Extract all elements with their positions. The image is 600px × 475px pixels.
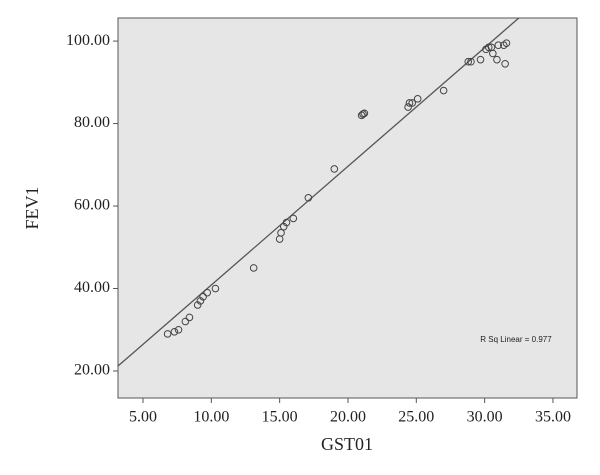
point: [185, 313, 194, 322]
annotation: R Sq Linear = 0.977: [480, 335, 552, 344]
point: [502, 39, 511, 47]
point: [330, 165, 339, 173]
y-tick-label: 40.00: [74, 279, 110, 296]
x-axis-title: GST01: [321, 434, 373, 454]
y-tick-label: 60.00: [74, 197, 110, 214]
point: [304, 193, 313, 202]
point: [360, 109, 369, 118]
y-tick-label: 80.00: [74, 114, 110, 131]
point: [289, 214, 298, 223]
x-tick-label: 5.00: [129, 409, 157, 426]
fit-line: [118, 18, 520, 367]
point: [476, 55, 485, 64]
point: [408, 99, 417, 107]
point: [439, 86, 448, 95]
point: [464, 57, 473, 66]
x-tick-label: 20.00: [330, 409, 366, 426]
x-tick-label: 15.00: [262, 409, 298, 426]
point: [170, 328, 179, 336]
y-tick-label: 100.00: [66, 32, 110, 49]
plot-area: [117, 17, 578, 399]
point: [405, 99, 414, 107]
point: [163, 330, 172, 338]
x-tick-label: 35.00: [535, 409, 571, 426]
point: [249, 264, 258, 272]
point: [174, 325, 183, 334]
point: [467, 57, 475, 66]
x-tick-label: 30.00: [467, 409, 503, 426]
point: [484, 43, 493, 52]
y-tick-label: 20.00: [74, 362, 110, 379]
point: [181, 317, 190, 326]
y-axis-title: FEV1: [22, 186, 42, 229]
x-tick-label: 10.00: [193, 409, 229, 426]
point: [404, 103, 412, 111]
point: [494, 41, 503, 50]
point: [211, 284, 220, 293]
point: [277, 229, 285, 237]
point: [413, 95, 422, 103]
point: [203, 288, 212, 297]
x-tick-label: 25.00: [398, 409, 434, 426]
point: [501, 59, 509, 68]
point: [493, 55, 501, 64]
point: [489, 49, 497, 58]
point: [282, 218, 291, 227]
point: [199, 292, 207, 301]
point: [359, 110, 367, 118]
